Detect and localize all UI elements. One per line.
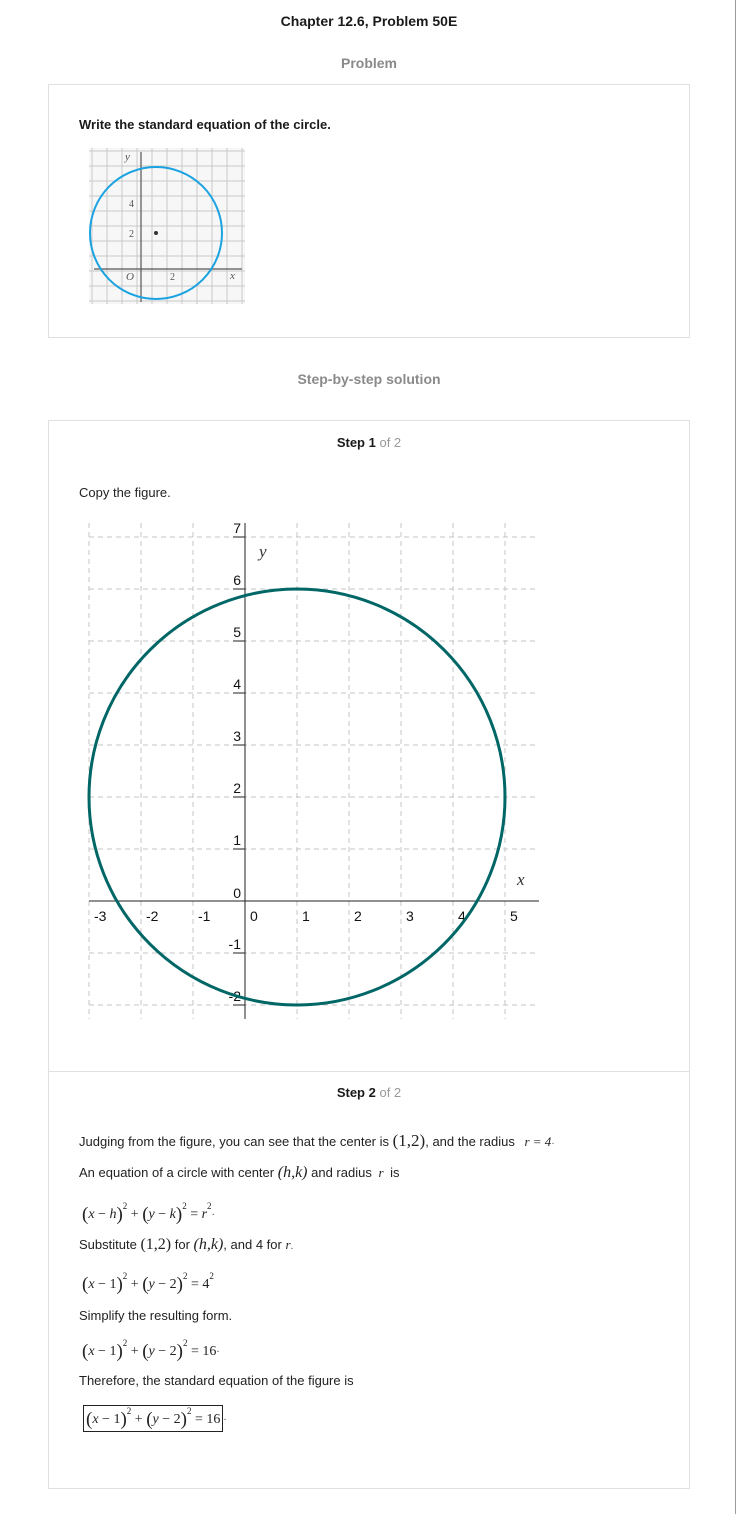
problem-label-y: y <box>124 151 130 163</box>
x-tick-label: 3 <box>406 908 414 924</box>
y-tick-label: 1 <box>233 832 241 848</box>
problem-label-origin: O <box>126 271 134 283</box>
problem-box: Write the standard equation of the circl… <box>48 84 690 338</box>
circle-curve <box>87 587 507 1007</box>
x-tick-label: -2 <box>146 908 159 924</box>
x-tick-label: 5 <box>510 908 518 924</box>
step1-label: Step 1 <box>336 435 376 450</box>
x-tick-label: 2 <box>354 908 362 924</box>
page-title: Chapter 12.6, Problem 50E <box>280 13 458 29</box>
problem-label-2y: 2 <box>129 229 134 240</box>
center-value: (1,2) <box>392 1131 426 1150</box>
step1-header: Step 1 of 2 <box>49 435 689 450</box>
x-tick-label: 0 <box>250 908 258 924</box>
y-tick-label: 6 <box>233 572 241 588</box>
step2-line1: Judging from the figure, you can see tha… <box>79 1131 555 1150</box>
simplified-equation: (x − 1)2 + (y − 2)2 = 16· <box>82 1338 220 1362</box>
problem-section-label: Problem <box>340 55 397 71</box>
final-answer-row: (x − 1)2 + (y − 2)2 = 16 · <box>83 1405 227 1432</box>
general-equation: (x − h)2 + (y − k)2 = r2· <box>82 1201 215 1225</box>
problem-question: Write the standard equation of the circl… <box>79 117 331 132</box>
problem-figure-circle <box>89 166 223 300</box>
y-tick-label: -1 <box>229 936 242 952</box>
y-tick-label: 0 <box>233 885 241 901</box>
step1-text: Copy the figure. <box>79 485 171 500</box>
step2-of: of 2 <box>379 1085 402 1100</box>
y-tick-label: 7 <box>233 520 241 536</box>
y-tick-label: 2 <box>233 780 241 796</box>
step2-header: Step 2 of 2 <box>49 1085 689 1100</box>
step1-of: of 2 <box>379 435 402 450</box>
problem-label-x: x <box>229 270 235 282</box>
radius-value: r = 4 <box>524 1134 552 1149</box>
step2-line2: An equation of a circle with center (h,k… <box>79 1164 400 1181</box>
problem-label-2x: 2 <box>170 272 175 283</box>
y-tick-label: 4 <box>233 676 241 692</box>
x-tick-label: 4 <box>458 908 466 924</box>
problem-figure: y 4 2 O 2 x <box>89 148 245 304</box>
problem-label-4: 4 <box>129 199 134 210</box>
y-tick-label: 5 <box>233 624 241 640</box>
step2-label: Step 2 <box>336 1085 376 1100</box>
final-answer-box: (x − 1)2 + (y − 2)2 = 16 <box>83 1405 224 1432</box>
x-tick-label: -1 <box>198 908 211 924</box>
step-divider <box>49 1071 689 1072</box>
solution-section-label: Step-by-step solution <box>297 371 441 387</box>
x-tick-label: 1 <box>302 908 310 924</box>
y-axis-label: y <box>257 542 267 561</box>
x-axis-label: x <box>516 870 525 889</box>
substituted-equation: (x − 1)2 + (y − 2)2 = 42 <box>82 1271 214 1295</box>
solution-box: Step 1 of 2 Copy the figure. -3 -2 -1 0 1 2 3 4… <box>48 420 690 1489</box>
x-tick-label: -3 <box>94 908 107 924</box>
step2-line3: Substitute (1,2) for (h,k), and 4 for r. <box>79 1236 294 1253</box>
step2-line5: Therefore, the standard equation of the … <box>79 1373 354 1388</box>
y-tick-label: 3 <box>233 728 241 744</box>
step2-line4: Simplify the resulting form. <box>79 1308 233 1323</box>
page-right-border <box>735 0 736 1514</box>
